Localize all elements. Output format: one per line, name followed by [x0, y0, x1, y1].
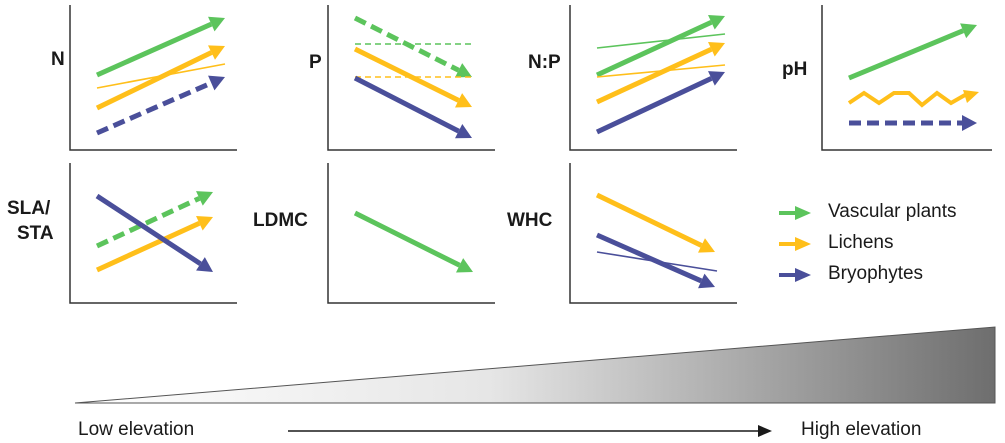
- panel-sla: [69, 163, 237, 304]
- panel-p: [327, 5, 495, 151]
- np-lichens-trend-2-line: [595, 47, 713, 105]
- whc-lichens-trend-0-arrowhead: [698, 238, 715, 253]
- np-bryophytes-trend-4-arrowhead: [708, 71, 725, 86]
- n-lichens-trend-1-arrowhead: [208, 45, 225, 60]
- whc-bryophytes-trend-1-arrowhead: [698, 273, 715, 289]
- panel-n-axes: [69, 5, 237, 151]
- n-bryophytes-trend-3-arrowhead: [208, 75, 225, 91]
- n-vascular-trend-0-line: [95, 21, 213, 78]
- panel-label-whc: WHC: [507, 210, 553, 231]
- legend-item-bryophytes: [779, 268, 811, 282]
- ph-bryophytes-trend-1-arrowhead: [962, 115, 977, 131]
- np-vascular-trend-0-line: [595, 20, 713, 78]
- p-vascular-trend-0-arrowhead: [455, 63, 472, 78]
- panel-label-np: N:P: [528, 52, 561, 73]
- panel-whc: [569, 163, 737, 304]
- low-elevation-label: Low elevation: [78, 419, 195, 440]
- panel-label-sta: STA: [17, 223, 54, 244]
- high-elevation-label: High elevation: [801, 419, 922, 440]
- np-vascular-trend-0-arrowhead: [708, 15, 725, 30]
- sla-lichens-trend-1-arrowhead: [196, 215, 213, 231]
- panel-p-axes: [327, 5, 495, 151]
- ph-lichens-zigzag-line: [847, 90, 966, 108]
- whc-bryophytes-trend-1-line: [595, 232, 703, 284]
- legend-label-vascular: Vascular plants: [828, 201, 957, 222]
- p-lichens-trend-2-line: [353, 46, 460, 103]
- legend-vascular-swatch-arrowhead: [795, 206, 811, 220]
- sla-vascular-trend-0-arrowhead: [196, 191, 213, 206]
- n-vascular-trend-0-arrowhead: [208, 16, 225, 32]
- p-bryophytes-trend-4-line: [353, 75, 460, 134]
- panel-label-sla: SLA/: [7, 198, 51, 219]
- ldmc-vascular-trend-0-arrowhead: [456, 258, 473, 273]
- panels-layer: [69, 5, 992, 304]
- elevation-layer: [74, 326, 996, 437]
- panel-np-axes: [569, 5, 737, 151]
- whc-lichens-trend-0-line: [595, 192, 703, 248]
- legend-label-bryophytes: Bryophytes: [828, 263, 924, 284]
- legend-layer: [779, 206, 811, 282]
- panel-n: [69, 5, 237, 151]
- whc-bryophytes-trend-2-thin-line: [596, 251, 718, 272]
- p-bryophytes-trend-4-arrowhead: [455, 124, 472, 139]
- panel-ldmc: [327, 163, 495, 304]
- elevation-gradient-wedge: [74, 326, 996, 404]
- legend-item-lichens: [779, 237, 811, 251]
- np-lichens-trend-3-thin-line: [596, 64, 726, 78]
- ldmc-vascular-trend-0-line: [353, 210, 461, 268]
- np-bryophytes-trend-4-line: [595, 76, 713, 135]
- legend-lichens-swatch-arrowhead: [795, 237, 811, 251]
- panel-ldmc-axes: [327, 163, 495, 304]
- panel-label-n: N: [51, 49, 65, 70]
- sla-vascular-trend-0-line: [95, 196, 201, 249]
- sla-lichens-trend-1-line: [95, 220, 201, 273]
- ph-vascular-trend-0-arrowhead: [960, 23, 977, 39]
- n-bryophytes-trend-3-line: [95, 80, 213, 136]
- panel-np: [569, 5, 737, 151]
- sla-bryophytes-trend-2-line: [95, 193, 202, 266]
- legend-bryophytes-swatch-arrowhead: [795, 268, 811, 282]
- legend-item-vascular: [779, 206, 811, 220]
- panel-label-ph: pH: [782, 59, 808, 80]
- panel-sla-axes: [69, 163, 237, 304]
- panel-ph-axes: [821, 5, 992, 151]
- ph-lichens-zigzag-arrowhead: [963, 90, 979, 103]
- panel-ph: [821, 5, 992, 151]
- ph-vascular-trend-0-line: [848, 28, 965, 81]
- panel-label-p: P: [309, 52, 322, 73]
- n-lichens-trend-1-line: [95, 50, 213, 111]
- legend-label-lichens: Lichens: [828, 232, 894, 253]
- np-vascular-trend-1-thin-line: [596, 33, 726, 49]
- np-lichens-trend-2-arrowhead: [708, 42, 725, 57]
- panel-whc-axes: [569, 163, 737, 304]
- n-lichens-trend-2-thin-line: [96, 63, 226, 89]
- sla-bryophytes-trend-2-arrowhead: [196, 257, 213, 272]
- p-lichens-trend-2-arrowhead: [455, 93, 472, 108]
- elevation-arrow-head: [758, 425, 772, 437]
- panel-label-ldmc: LDMC: [253, 210, 308, 231]
